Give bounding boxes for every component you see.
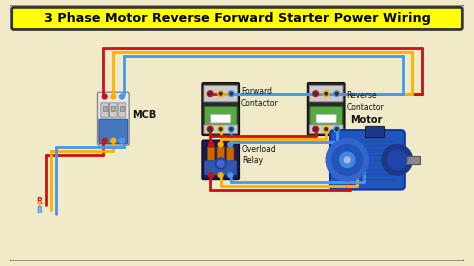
Circle shape (326, 139, 368, 181)
Circle shape (219, 128, 222, 131)
Circle shape (323, 126, 329, 132)
FancyBboxPatch shape (99, 119, 128, 144)
Circle shape (209, 92, 211, 95)
Circle shape (102, 138, 107, 143)
Circle shape (207, 126, 213, 132)
Circle shape (219, 173, 223, 178)
FancyBboxPatch shape (204, 125, 237, 134)
Text: Motor: Motor (350, 115, 383, 124)
Circle shape (325, 128, 328, 131)
Text: Reverse
Contactor: Reverse Contactor (346, 91, 384, 112)
Text: Y: Y (36, 201, 42, 210)
FancyBboxPatch shape (118, 103, 126, 117)
FancyBboxPatch shape (217, 147, 224, 171)
Circle shape (314, 128, 317, 131)
FancyBboxPatch shape (204, 86, 237, 102)
Circle shape (334, 91, 339, 97)
Text: 3 Phase Motor Reverse Forward Starter Power Wiring: 3 Phase Motor Reverse Forward Starter Po… (44, 13, 430, 25)
Text: Forward
Contactor: Forward Contactor (241, 87, 279, 108)
Circle shape (218, 126, 224, 132)
Text: R: R (36, 197, 43, 206)
Circle shape (228, 173, 233, 178)
Circle shape (228, 126, 234, 132)
Circle shape (209, 173, 213, 178)
Circle shape (207, 91, 213, 97)
FancyBboxPatch shape (202, 140, 239, 180)
Circle shape (219, 142, 223, 147)
FancyBboxPatch shape (210, 114, 231, 123)
Circle shape (313, 126, 319, 132)
Circle shape (228, 91, 234, 97)
Circle shape (382, 144, 412, 175)
Circle shape (215, 158, 227, 169)
FancyBboxPatch shape (204, 106, 237, 127)
FancyBboxPatch shape (12, 7, 462, 30)
Circle shape (335, 128, 338, 131)
Circle shape (314, 92, 317, 95)
Circle shape (111, 94, 116, 99)
Circle shape (323, 91, 329, 97)
Circle shape (335, 92, 338, 95)
Circle shape (345, 157, 350, 163)
Bar (120, 106, 124, 111)
Text: Overload
Relay: Overload Relay (242, 145, 276, 165)
FancyBboxPatch shape (310, 86, 343, 102)
FancyBboxPatch shape (310, 106, 343, 127)
FancyBboxPatch shape (98, 92, 129, 145)
Circle shape (111, 138, 116, 143)
Circle shape (228, 142, 233, 147)
FancyBboxPatch shape (316, 114, 336, 123)
FancyBboxPatch shape (308, 83, 345, 135)
Circle shape (119, 94, 124, 99)
Circle shape (218, 160, 224, 167)
Circle shape (334, 126, 339, 132)
Circle shape (230, 92, 233, 95)
FancyBboxPatch shape (202, 83, 239, 135)
Circle shape (388, 150, 407, 169)
Bar (103, 106, 107, 111)
Circle shape (218, 91, 224, 97)
Text: MCB: MCB (133, 110, 157, 120)
Circle shape (219, 92, 222, 95)
Circle shape (209, 142, 213, 147)
FancyBboxPatch shape (365, 126, 385, 138)
Circle shape (313, 91, 319, 97)
FancyBboxPatch shape (109, 103, 117, 117)
FancyBboxPatch shape (227, 147, 234, 171)
Circle shape (209, 128, 211, 131)
Bar (401, 156, 420, 164)
FancyBboxPatch shape (205, 161, 237, 175)
FancyBboxPatch shape (101, 103, 109, 117)
Bar (111, 106, 115, 111)
Circle shape (339, 152, 355, 168)
FancyBboxPatch shape (330, 130, 405, 190)
Circle shape (230, 128, 233, 131)
FancyBboxPatch shape (310, 125, 343, 134)
FancyBboxPatch shape (208, 147, 215, 171)
Circle shape (102, 94, 107, 99)
Text: B: B (36, 206, 42, 215)
Circle shape (325, 92, 328, 95)
Circle shape (332, 144, 363, 175)
Circle shape (119, 138, 124, 143)
